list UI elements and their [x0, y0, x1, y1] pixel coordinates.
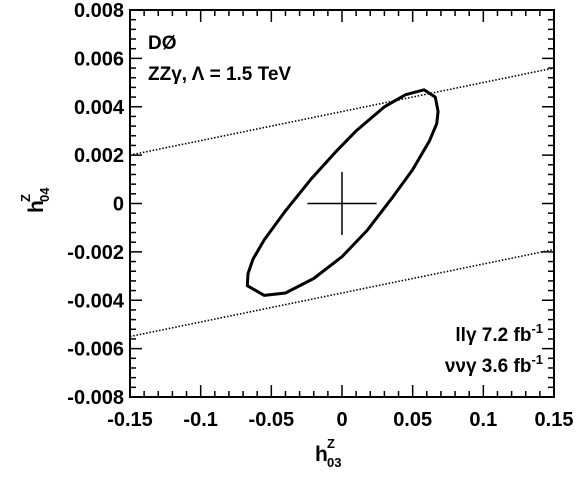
x-tick-label: 0.05 [393, 409, 432, 431]
y-tick-label: -0.006 [67, 339, 124, 361]
lumi-llg-exponent: -1 [531, 321, 543, 336]
plot-layer [129, 67, 555, 338]
x-axis-title-sub: 03 [327, 455, 341, 470]
axis-ticks: -0.15 -0.1 -0.05 0 0.05 0.1 0.15 -0.008 -0.006 -0… [67, 0, 573, 431]
y-tick-label: 0.006 [74, 48, 124, 70]
y-tick-label: 0.004 [74, 97, 125, 119]
x-axis-title-main: h [315, 443, 328, 466]
lumi-nng-label: ννγ 3.6 fb-1 [445, 352, 543, 377]
process-label: ZZγ, Λ = 1.5 TeV [148, 64, 291, 85]
y-axis-title-main: h [25, 200, 48, 213]
x-axis-title: h Z 03 [315, 436, 341, 470]
y-tick-label: -0.008 [67, 387, 124, 409]
x-tick-label: -0.15 [107, 409, 153, 431]
y-axis-title: h Z 04 [18, 187, 52, 213]
y-tick-label: -0.004 [67, 290, 125, 312]
x-tick-label: 0.15 [535, 409, 574, 431]
y-tick-label: 0 [113, 194, 124, 216]
lumi-nng-exponent: -1 [531, 352, 543, 367]
x-tick-label: -0.05 [249, 409, 295, 431]
lumi-llg-label: llγ 7.2 fb-1 [455, 321, 543, 346]
experiment-label: DØ [148, 33, 177, 54]
unitarity-bound-line-1 [129, 67, 555, 156]
y-axis-title-sub: 04 [37, 187, 52, 202]
y-tick-label: -0.002 [67, 242, 124, 264]
x-tick-label: 0 [336, 409, 347, 431]
x-axis-title-sup: Z [327, 436, 335, 451]
y-tick-label: 0.002 [74, 145, 124, 167]
x-tick-label: -0.1 [183, 409, 217, 431]
unitarity-bound-line-2 [129, 248, 555, 338]
x-tick-label: 0.1 [469, 409, 497, 431]
lumi-nng-text: ννγ 3.6 fb [445, 356, 532, 377]
y-axis-title-sup: Z [18, 194, 33, 202]
lumi-llg-text: llγ 7.2 fb [455, 325, 531, 346]
annotations: DØ ZZγ, Λ = 1.5 TeV llγ 7.2 fb-1 ννγ 3.6… [148, 33, 543, 377]
y-tick-label: 0.008 [74, 0, 124, 22]
limit-contour-curve [245, 88, 440, 297]
